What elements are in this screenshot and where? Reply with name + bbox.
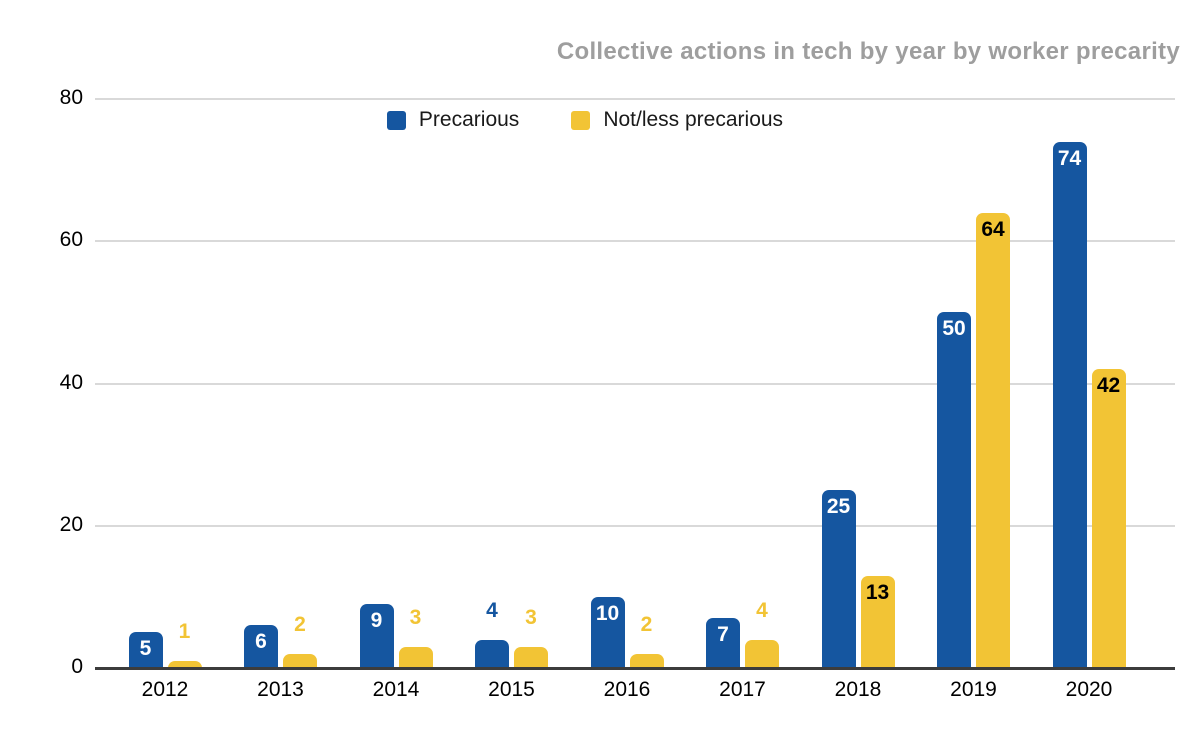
value-label-not-less-precarious-2014: 3 [409, 605, 422, 629]
value-label-precarious-2019: 50 [942, 317, 966, 341]
value-label-not-less-precarious-2018: 13 [865, 580, 890, 604]
value-label-not-less-precarious-2019: 64 [981, 217, 1005, 241]
y-tick-label: 40 [59, 370, 83, 394]
legend: Precarious Not/less precarious [0, 108, 1185, 132]
value-label-precarious-2012: 5 [139, 637, 152, 661]
value-label-precarious-2014: 9 [370, 608, 383, 632]
legend-label: Not/less precarious [603, 108, 784, 131]
bar-precarious-2019 [937, 312, 971, 668]
x-tick-label-2013: 2013 [257, 678, 304, 701]
bar-not-less-precarious-2012 [167, 660, 202, 668]
value-label-precarious-2016: 10 [595, 601, 620, 625]
value-label-not-less-precarious-2020: 42 [1096, 374, 1121, 398]
bar-not-less-precarious-2017 [745, 639, 779, 668]
legend-item-precarious: Precarious [386, 108, 520, 132]
bar-precarious-2015 [475, 639, 509, 668]
value-label-not-less-precarious-2015: 3 [525, 605, 537, 629]
gridline [95, 98, 1175, 100]
x-tick-label-2017: 2017 [719, 678, 766, 701]
legend-swatch-icon [386, 110, 406, 130]
gridline [95, 382, 1175, 385]
gridline [95, 524, 1175, 527]
chart-title: Collective actions in tech by year by wo… [556, 38, 1180, 65]
bar-not-less-precarious-2018 [860, 575, 895, 668]
bar-precarious-2014 [359, 603, 394, 668]
bar-not-less-precarious-2013 [283, 653, 317, 668]
bar-precarious-2013 [244, 625, 278, 668]
bar-precarious-2016 [590, 596, 625, 668]
bar-precarious-2020 [1052, 141, 1087, 668]
value-label-not-less-precarious-2012: 1 [178, 619, 191, 643]
bar-precarious-2017 [706, 618, 740, 668]
x-tick-label-2019: 2019 [950, 678, 997, 701]
value-label-precarious-2018: 25 [826, 495, 851, 519]
x-tick-label-2014: 2014 [372, 678, 420, 701]
value-label-not-less-precarious-2016: 2 [640, 612, 653, 636]
bar-precarious-2012 [128, 632, 163, 668]
bar-not-less-precarious-2020 [1091, 369, 1126, 668]
legend-label: Precarious [418, 108, 520, 131]
x-tick-label-2020: 2020 [1065, 678, 1113, 701]
y-tick-label: 20 [59, 512, 83, 536]
bar-precarious-2018 [821, 490, 856, 668]
value-label-precarious-2015: 4 [486, 598, 498, 622]
gridline [95, 240, 1175, 243]
bar-not-less-precarious-2016 [629, 653, 664, 668]
bar-not-less-precarious-2014 [398, 646, 433, 668]
value-label-precarious-2020: 74 [1057, 146, 1082, 170]
value-label-precarious-2013: 6 [255, 630, 267, 654]
y-tick-label: 0 [71, 655, 83, 678]
value-label-not-less-precarious-2017: 4 [756, 598, 768, 622]
legend-item-not-less-precarious: Not/less precarious [571, 108, 783, 132]
bar-not-less-precarious-2015 [514, 646, 548, 668]
y-tick-label: 80 [59, 86, 83, 109]
x-tick-label-2016: 2016 [603, 678, 651, 701]
x-tick-label-2018: 2018 [834, 678, 882, 701]
x-tick-label-2015: 2015 [488, 678, 535, 701]
value-label-precarious-2017: 7 [717, 623, 729, 647]
x-axis-baseline [95, 667, 1175, 670]
x-tick-label-2012: 2012 [141, 678, 189, 701]
value-label-not-less-precarious-2013: 2 [294, 612, 306, 636]
legend-swatch-icon [571, 110, 591, 130]
bar-not-less-precarious-2019 [976, 212, 1010, 668]
y-tick-label: 60 [59, 228, 83, 252]
